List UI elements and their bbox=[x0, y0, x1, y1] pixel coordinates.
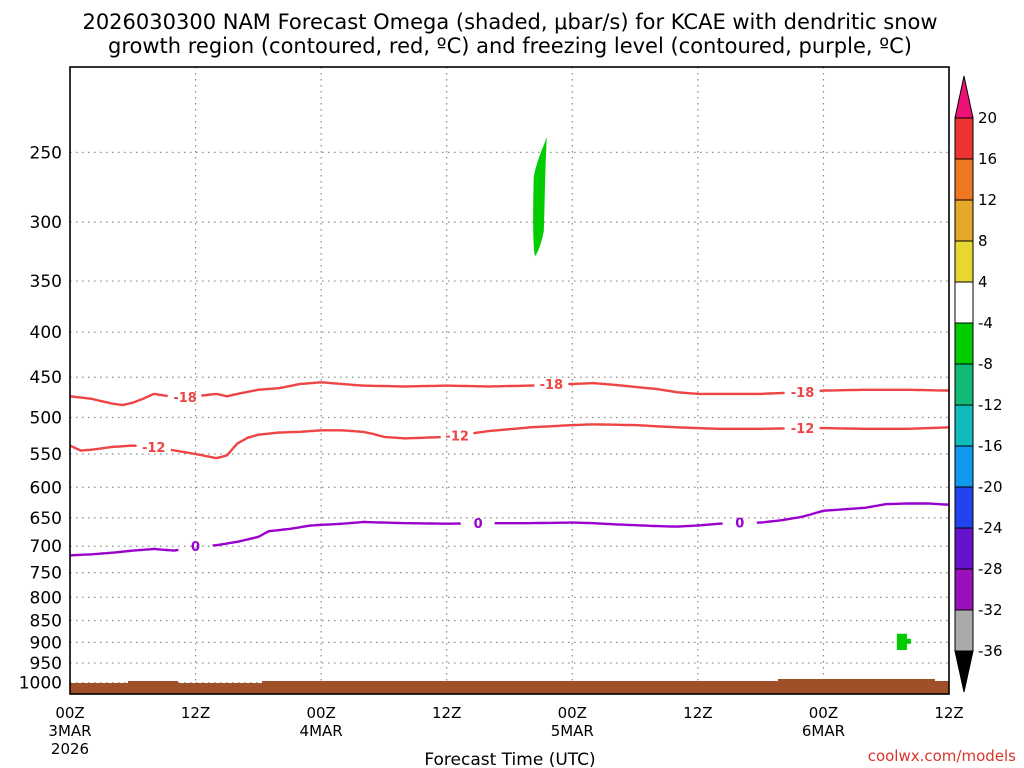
colorbar-box bbox=[954, 404, 974, 447]
contour-label: -18 bbox=[791, 386, 815, 401]
x-tick-date: 5MAR bbox=[551, 722, 594, 740]
contour-label: -12 bbox=[791, 422, 815, 437]
y-tick-label: 750 bbox=[30, 564, 62, 584]
contour-line bbox=[568, 381, 785, 396]
colorbar-box bbox=[954, 609, 974, 652]
y-tick-label: 900 bbox=[30, 633, 62, 653]
colorbar-box bbox=[954, 486, 974, 529]
colorbar-tick-label: -28 bbox=[978, 560, 1003, 578]
colorbar-tick-label: 20 bbox=[978, 109, 997, 127]
contour-label: -18 bbox=[540, 378, 564, 393]
y-tick-label: 400 bbox=[30, 323, 62, 343]
contour-line bbox=[756, 502, 950, 524]
colorbar-bottom-triangle bbox=[954, 650, 974, 693]
colorbar-box bbox=[954, 527, 974, 570]
x-tick-label: 00Z bbox=[55, 704, 84, 722]
colorbar-box bbox=[954, 445, 974, 488]
contour-line bbox=[69, 444, 137, 452]
credit-text: coolwx.com/models bbox=[868, 747, 1016, 765]
colorbar-tick-label: -8 bbox=[978, 355, 993, 373]
chart-title-line-1: 2026030300 NAM Forecast Omega (shaded, μ… bbox=[82, 10, 937, 34]
omega-shaded-region bbox=[896, 633, 911, 650]
plot-frame bbox=[69, 66, 950, 695]
colorbar-box bbox=[954, 568, 974, 611]
contour-label: 0 bbox=[474, 517, 483, 532]
y-tick-label: 600 bbox=[30, 478, 62, 498]
y-tick-label: 350 bbox=[30, 272, 62, 292]
colorbar-tick-label: -20 bbox=[978, 478, 1003, 496]
contour-label: 0 bbox=[191, 540, 200, 555]
y-tick-label: 800 bbox=[30, 588, 62, 608]
colorbar: 20 16 12 8 4 -4 -8 -12 -16 -20 -24 -28 -32 -36 bbox=[954, 75, 1003, 693]
x-tick-year: 2026 bbox=[51, 740, 89, 758]
x-tick-label: 12Z bbox=[683, 704, 712, 722]
x-tick-date: 4MAR bbox=[300, 722, 343, 740]
colorbar-tick-label: -36 bbox=[978, 642, 1003, 660]
colorbar-box bbox=[954, 281, 974, 324]
colorbar-box bbox=[954, 199, 974, 242]
contour-line bbox=[170, 429, 441, 460]
colorbar-tick-label: 8 bbox=[978, 232, 988, 250]
y-tick-label: 250 bbox=[30, 143, 62, 163]
colorbar-tick-label: -4 bbox=[978, 314, 993, 332]
contour-label: -12 bbox=[142, 441, 166, 456]
y-tick-label: 1000 bbox=[19, 674, 62, 694]
colorbar-tick-label: -12 bbox=[978, 396, 1003, 414]
terrain-surface bbox=[70, 679, 949, 694]
plot-area: 2503003504004505005506006507007508008509… bbox=[19, 66, 964, 758]
x-tick-label: 12Z bbox=[432, 704, 461, 722]
contour-line bbox=[212, 520, 461, 547]
colorbar-tick-label: -32 bbox=[978, 601, 1003, 619]
contour-label: -12 bbox=[445, 429, 469, 444]
contour-line bbox=[69, 392, 168, 407]
colorbar-box bbox=[954, 240, 974, 283]
chart-title-line-2: growth region (contoured, red, ºC) and f… bbox=[108, 34, 912, 58]
y-tick-label: 950 bbox=[30, 654, 62, 674]
contour-line bbox=[69, 547, 179, 557]
x-tick-label: 12Z bbox=[934, 704, 963, 722]
y-tick-label: 850 bbox=[30, 612, 62, 632]
contour-line bbox=[494, 521, 723, 528]
colorbar-tick-label: 4 bbox=[978, 273, 988, 291]
y-tick-label: 700 bbox=[30, 537, 62, 557]
y-tick-label: 500 bbox=[30, 409, 62, 429]
contour-line bbox=[473, 423, 785, 435]
contour-label: 0 bbox=[735, 517, 744, 532]
contour-line bbox=[819, 426, 950, 430]
x-tick-date: 3MAR bbox=[48, 722, 91, 740]
colorbar-top-triangle bbox=[954, 75, 974, 119]
x-axis-label: Forecast Time (UTC) bbox=[424, 750, 595, 768]
y-tick-label: 300 bbox=[30, 213, 62, 233]
colorbar-tick-label: -24 bbox=[978, 519, 1003, 537]
x-tick-label: 00Z bbox=[809, 704, 838, 722]
colorbar-tick-label: 16 bbox=[978, 150, 997, 168]
contour-line bbox=[819, 388, 950, 393]
y-tick-label: 450 bbox=[30, 368, 62, 388]
x-tick-label: 12Z bbox=[181, 704, 210, 722]
colorbar-box bbox=[954, 117, 974, 160]
x-tick-label: 00Z bbox=[306, 704, 335, 722]
contour-line bbox=[201, 381, 535, 398]
colorbar-tick-label: -16 bbox=[978, 437, 1003, 455]
x-tick-label: 00Z bbox=[558, 704, 587, 722]
contour-label: -18 bbox=[173, 391, 197, 406]
colorbar-box bbox=[954, 158, 974, 201]
colorbar-box bbox=[954, 363, 974, 406]
colorbar-tick-label: 12 bbox=[978, 191, 997, 209]
x-tick-date: 6MAR bbox=[802, 722, 845, 740]
y-tick-label: 550 bbox=[30, 445, 62, 465]
y-tick-label: 650 bbox=[30, 509, 62, 529]
colorbar-box bbox=[954, 322, 974, 365]
omega-shaded-region bbox=[533, 136, 547, 257]
